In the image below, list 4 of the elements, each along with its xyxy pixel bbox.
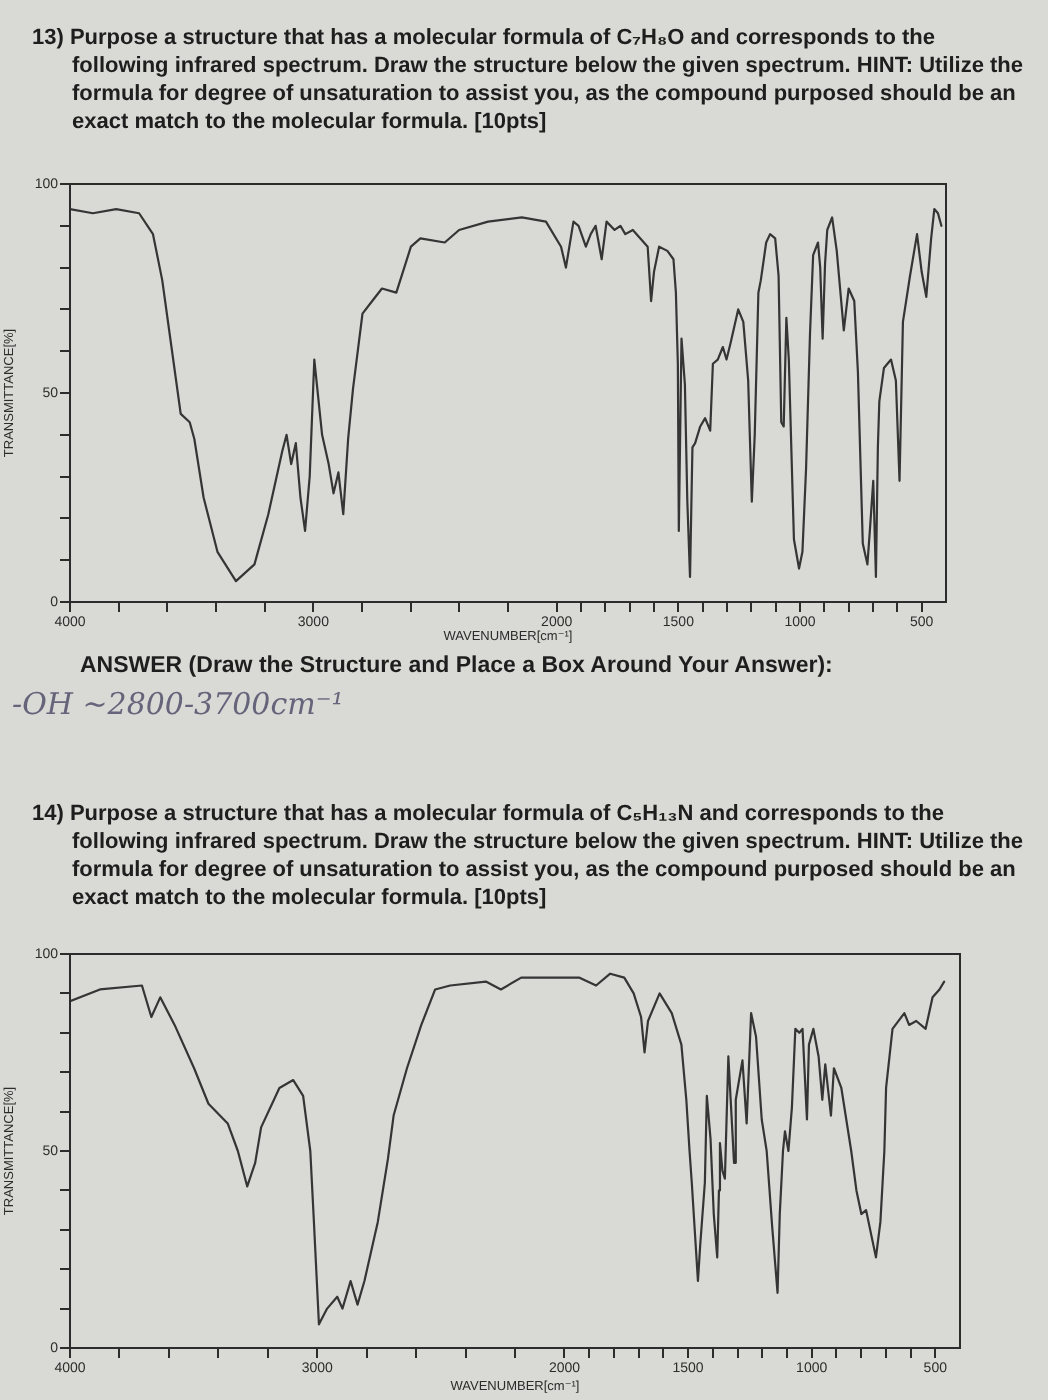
chart-title: 13) Purpose a structure that has a molecular formula of C₇H₈O and corresponds to the following infrared spectrum. Draw the structure below the given spectrum. HINT: Utilize the formula for degree of unsaturation to assist you, as the compound purposed should be an exact match to the molecular formula. [10pts] [30,24,1026,136]
text: ANSWER (Draw the Structure and Place a Box Around Your Answer): [80,654,833,678]
chart-title: 14) Purpose a structure that has a molecular formula of C₅H₁₃N and corresponds to the following infrared spectrum. Draw the structure below the given spectrum. HINT: Utilize the formula for degree of unsaturation to assist you, as the compound purposed should be an exact match to the molecular formula. [10pts] [30,800,1026,912]
text: -OH ~2800-3700cm⁻¹ [12,686,344,722]
